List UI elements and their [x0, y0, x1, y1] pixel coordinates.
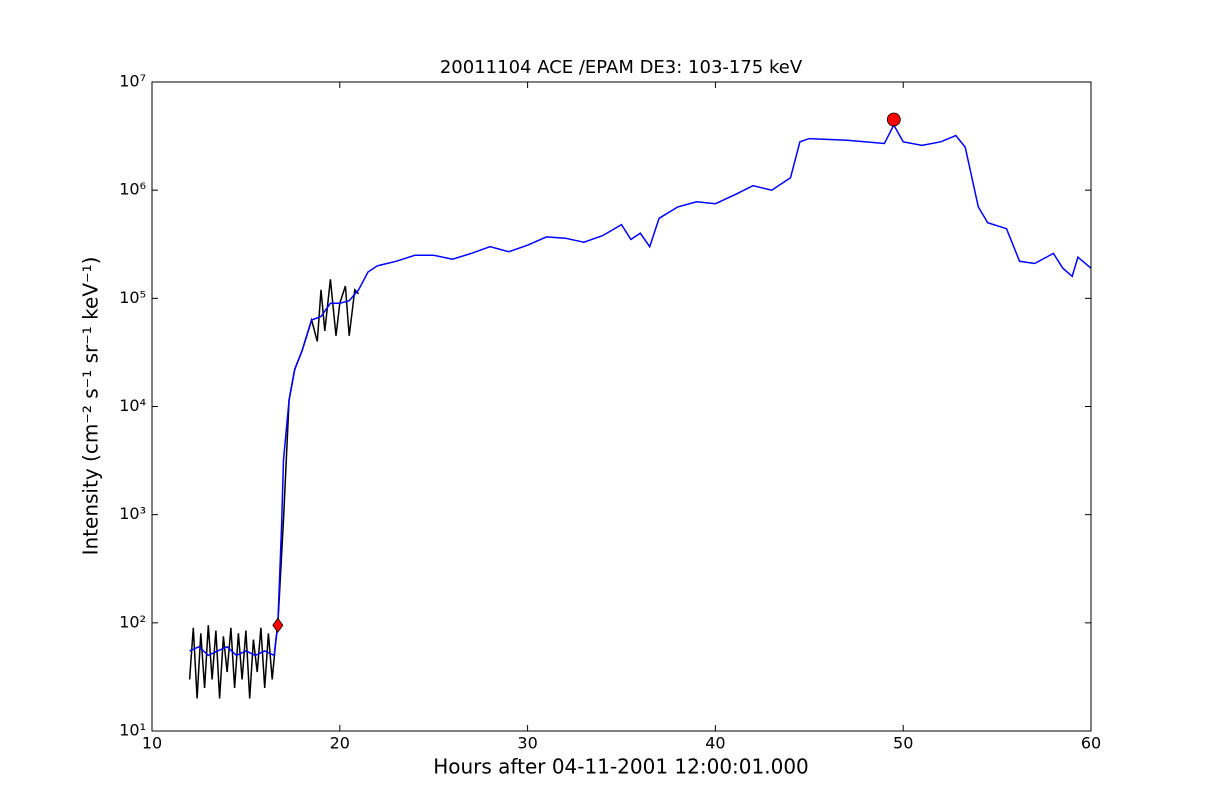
y-tick-label: 10⁷ — [119, 72, 146, 91]
y-tick-label: 10⁵ — [119, 288, 146, 307]
y-tick-label: 10⁴ — [119, 396, 146, 415]
y-tick-label: 10¹ — [119, 721, 146, 740]
plot-frame — [151, 81, 1092, 732]
y-tick-label: 10² — [119, 612, 146, 631]
x-tick-label: 10 — [142, 734, 162, 753]
onset-marker — [272, 617, 284, 633]
x-tick-label: 60 — [1081, 734, 1101, 753]
y-tick-label: 10³ — [119, 504, 146, 523]
peak-marker — [886, 112, 901, 127]
data-line — [188, 279, 360, 699]
x-tick-label: 30 — [517, 734, 537, 753]
x-tick-label: 50 — [893, 734, 913, 753]
data-line — [189, 123, 1092, 657]
x-tick-label: 20 — [330, 734, 350, 753]
chart-title: 20011104 ACE /EPAM DE3: 103-175 keV — [440, 57, 803, 78]
y-axis-label: Intensity (cm⁻² s⁻¹ sr⁻¹ keV⁻¹) — [79, 257, 103, 556]
x-axis-label: Hours after 04-11-2001 12:00:01.000 — [433, 755, 809, 779]
y-tick-label: 10⁶ — [119, 180, 146, 199]
x-tick-label: 40 — [705, 734, 725, 753]
